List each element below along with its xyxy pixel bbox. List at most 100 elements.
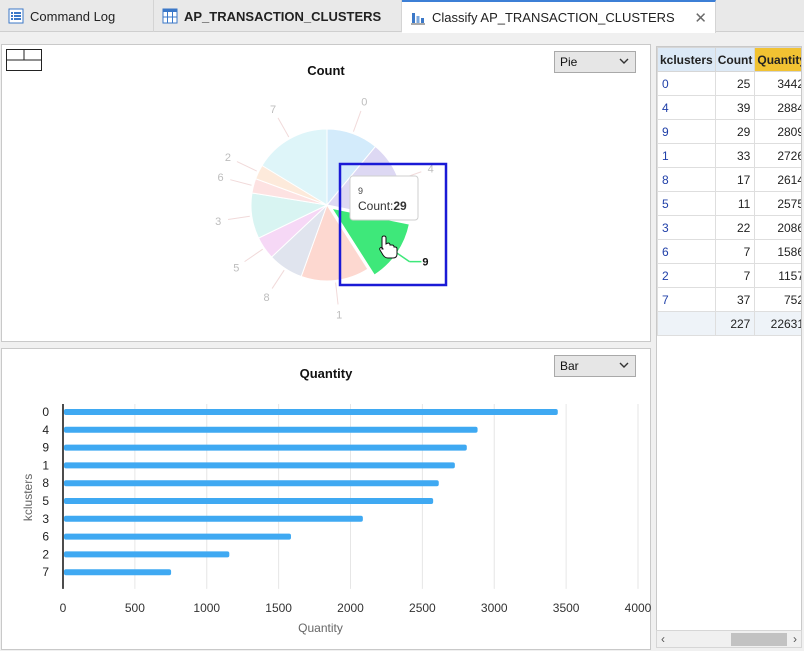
table-cell[interactable]: 7	[714, 263, 756, 288]
chart-type-select[interactable]: Pie	[554, 51, 636, 73]
pie-leader-line	[227, 215, 250, 220]
table-cell[interactable]: 1157	[754, 263, 801, 288]
table-row[interactable]: 4 39 2884	[657, 95, 801, 120]
table-cell[interactable]: 1	[657, 143, 716, 168]
pie-label: 2	[225, 152, 231, 164]
pie-leader-line	[244, 248, 263, 263]
bar-chart: 0 500 1000 1500 2000 2500 3000 3500 4000 0 4 9 1 8 5 3 6…	[21, 404, 652, 635]
scroll-right-icon[interactable]: ›	[793, 632, 797, 646]
table-row[interactable]: 2 7 1157	[657, 263, 801, 288]
bar-3[interactable]	[64, 515, 363, 522]
pie-label: 9	[422, 257, 428, 269]
tab-classify[interactable]: Classify AP_TRANSACTION_CLUSTERS ✕	[402, 0, 716, 33]
column-header[interactable]: kclusters	[657, 47, 716, 72]
totals-row: 227 22631	[657, 311, 801, 336]
layout-toggle-icon[interactable]	[6, 49, 42, 71]
bar-2[interactable]	[64, 551, 230, 558]
chevron-down-icon	[619, 362, 629, 368]
table-row[interactable]: 3 22 2086	[657, 215, 801, 240]
pie-leader-line	[230, 179, 252, 186]
table-row[interactable]: 1 33 2726	[657, 143, 801, 168]
table-cell[interactable]: 752	[754, 287, 801, 312]
chart-tooltip: 9 Count:29	[349, 175, 419, 221]
table-cell[interactable]: 7	[657, 287, 716, 312]
table-cell[interactable]: 39	[714, 95, 756, 120]
table-cell[interactable]: 29	[714, 119, 756, 144]
table-cell[interactable]: 2614	[754, 167, 801, 192]
table-cell[interactable]: 11	[714, 191, 756, 216]
chevron-down-icon	[619, 58, 629, 64]
table-cell[interactable]: 5	[657, 191, 716, 216]
bar-7[interactable]	[64, 569, 172, 576]
bar-1[interactable]	[64, 462, 455, 469]
pie-leader-line	[236, 161, 257, 172]
scroll-left-icon[interactable]: ‹	[661, 632, 665, 646]
chart-title: Quantity	[299, 366, 353, 381]
table-cell[interactable]: 37	[714, 287, 756, 312]
x-tick-label: 2500	[409, 601, 436, 615]
table-cell[interactable]: 7	[714, 239, 756, 264]
x-tick-label: 2000	[337, 601, 364, 615]
pie-slice-1[interactable]	[300, 203, 369, 282]
table-cell[interactable]: 0	[657, 71, 716, 96]
tooltip-value: Count:29	[358, 199, 407, 213]
pie-slice-7[interactable]	[261, 128, 328, 206]
table-row[interactable]: 0 25 3442	[657, 71, 801, 96]
table-cell[interactable]: 25	[714, 71, 756, 96]
bar-6[interactable]	[64, 533, 291, 540]
chart-type-select[interactable]: Bar	[554, 355, 636, 377]
table-row[interactable]: 8 17 2614	[657, 167, 801, 192]
bar-9[interactable]	[64, 444, 467, 451]
y-tick-label: 0	[42, 405, 49, 419]
pie-label: 5	[233, 262, 239, 274]
hand-cursor-icon	[379, 235, 398, 259]
table-cell[interactable]: 22	[714, 215, 756, 240]
table-cell[interactable]: 6	[657, 239, 716, 264]
chart-icon	[411, 12, 425, 24]
pie-chart: 0 4 9 1 8 5 3 62 7 9 Count:29	[215, 97, 448, 321]
highlight-box	[338, 162, 448, 287]
column-header[interactable]: Count	[714, 47, 756, 72]
table-row[interactable]: 9 29 2809	[657, 119, 801, 144]
bar-0[interactable]	[64, 409, 558, 415]
tab-command-log[interactable]: Command Log	[0, 0, 154, 32]
pie-leader-line	[335, 282, 339, 305]
list-icon	[8, 8, 24, 24]
bar-4[interactable]	[64, 426, 478, 433]
table-cell[interactable]: 2726	[754, 143, 801, 168]
table-cell[interactable]: 3	[657, 215, 716, 240]
tab-label: Command Log	[30, 8, 116, 24]
table-cell[interactable]: 33	[714, 143, 756, 168]
table-cell[interactable]: 9	[657, 119, 716, 144]
total-cell: 227	[714, 311, 756, 336]
table-cell[interactable]: 2575	[754, 191, 801, 216]
table-cell[interactable]: 2	[657, 263, 716, 288]
table-row[interactable]: 5 11 2575	[657, 191, 801, 216]
x-tick-label: 1500	[265, 601, 292, 615]
horizontal-scrollbar[interactable]: ‹ ›	[656, 630, 802, 648]
table-cell[interactable]: 2809	[754, 119, 801, 144]
table-row[interactable]: 6 7 1586	[657, 239, 801, 264]
table-cell[interactable]: 3442	[754, 71, 801, 96]
select-value: Pie	[560, 55, 578, 69]
bar-8[interactable]	[64, 480, 439, 487]
x-tick-label: 0	[60, 601, 67, 615]
y-tick-label: 2	[42, 547, 49, 561]
column-header[interactable]: Quantity	[754, 47, 801, 72]
close-tab-icon[interactable]: ✕	[694, 10, 707, 27]
table-cell[interactable]: 2884	[754, 95, 801, 120]
count-chart-panel: Count Pie 0 4 9 1 8 5 3 6 2 7 9 Count:29	[1, 44, 651, 342]
x-tick-label: 4000	[625, 601, 652, 615]
y-tick-label: 1	[42, 458, 49, 472]
tab-ap-transaction-clusters[interactable]: AP_TRANSACTION_CLUSTERS	[154, 0, 402, 32]
bar-5[interactable]	[64, 498, 434, 504]
table-cell[interactable]: 4	[657, 95, 716, 120]
table-cell[interactable]: 17	[714, 167, 756, 192]
pie-label: 3	[215, 216, 221, 228]
y-tick-label: 5	[42, 494, 49, 508]
table-cell[interactable]: 1586	[754, 239, 801, 264]
table-cell[interactable]: 2086	[754, 215, 801, 240]
table-cell[interactable]: 8	[657, 167, 716, 192]
scrollbar-thumb[interactable]	[731, 633, 787, 646]
